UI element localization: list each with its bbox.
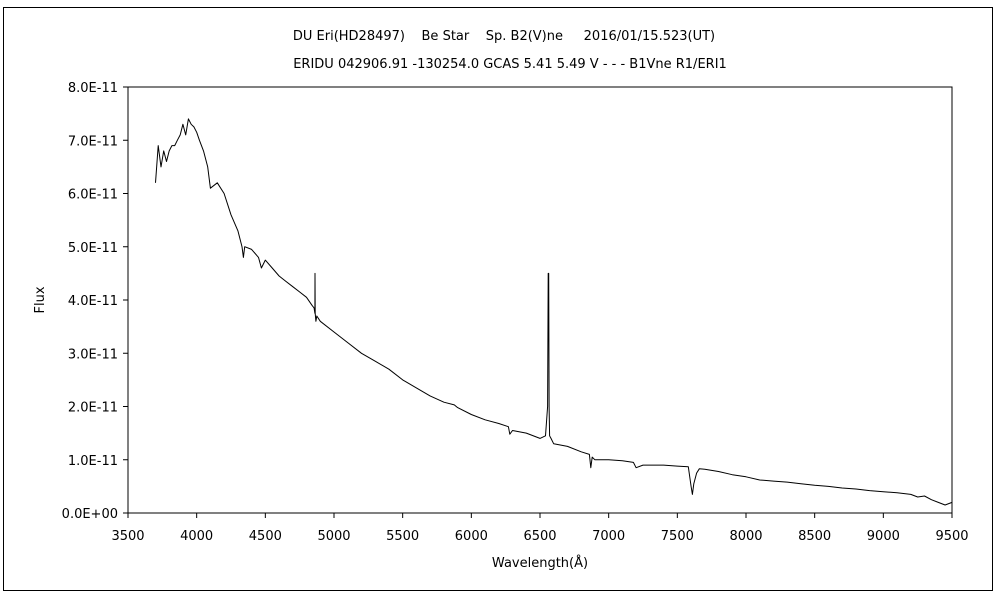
x-tick-label: 9000	[867, 529, 900, 544]
x-tick-label: 4000	[180, 529, 213, 544]
x-tick-label: 5000	[317, 529, 350, 544]
chart-subtitle: ERIDU 042906.91 -130254.0 GCAS 5.41 5.49…	[293, 57, 727, 72]
chart-title: DU Eri(HD28497) Be Star Sp. B2(V)ne 2016…	[293, 29, 715, 44]
x-tick-label: 5500	[386, 529, 419, 544]
x-tick-label: 8500	[798, 529, 831, 544]
x-tick-label: 4500	[249, 529, 282, 544]
y-tick-label: 8.0E-11	[68, 81, 118, 96]
y-axis: 0.0E+00 1.0E-11 2.0E-11 3.0E-11 4.0E-11 5.0E-…	[62, 81, 128, 522]
y-tick-label: 7.0E-11	[68, 134, 118, 149]
y-tick-label: 4.0E-11	[68, 294, 118, 309]
x-tick-label: 7000	[592, 529, 625, 544]
x-tick-label: 9500	[935, 529, 968, 544]
y-tick-label: 6.0E-11	[68, 188, 118, 203]
x-tick-label: 8000	[729, 529, 762, 544]
x-axis: 3500 4000 4500 5000 5500 6000 6500 7000 7500 8000…	[111, 513, 969, 544]
y-axis-label: Flux	[33, 286, 48, 313]
y-tick-label: 0.0E+00	[62, 507, 118, 522]
y-tick-label: 5.0E-11	[68, 241, 118, 256]
y-tick-label: 3.0E-11	[68, 347, 118, 362]
chart-frame	[3, 7, 993, 591]
plot-area	[127, 86, 953, 514]
y-tick-label: 1.0E-11	[68, 454, 118, 469]
x-axis-label: Wavelength(Å)	[492, 555, 588, 571]
x-tick-label: 6000	[455, 529, 488, 544]
x-tick-label: 7500	[661, 529, 694, 544]
spectrum-line	[155, 118, 953, 506]
y-tick-label: 2.0E-11	[68, 401, 118, 416]
x-tick-label: 3500	[111, 529, 144, 544]
x-tick-label: 6500	[523, 529, 556, 544]
